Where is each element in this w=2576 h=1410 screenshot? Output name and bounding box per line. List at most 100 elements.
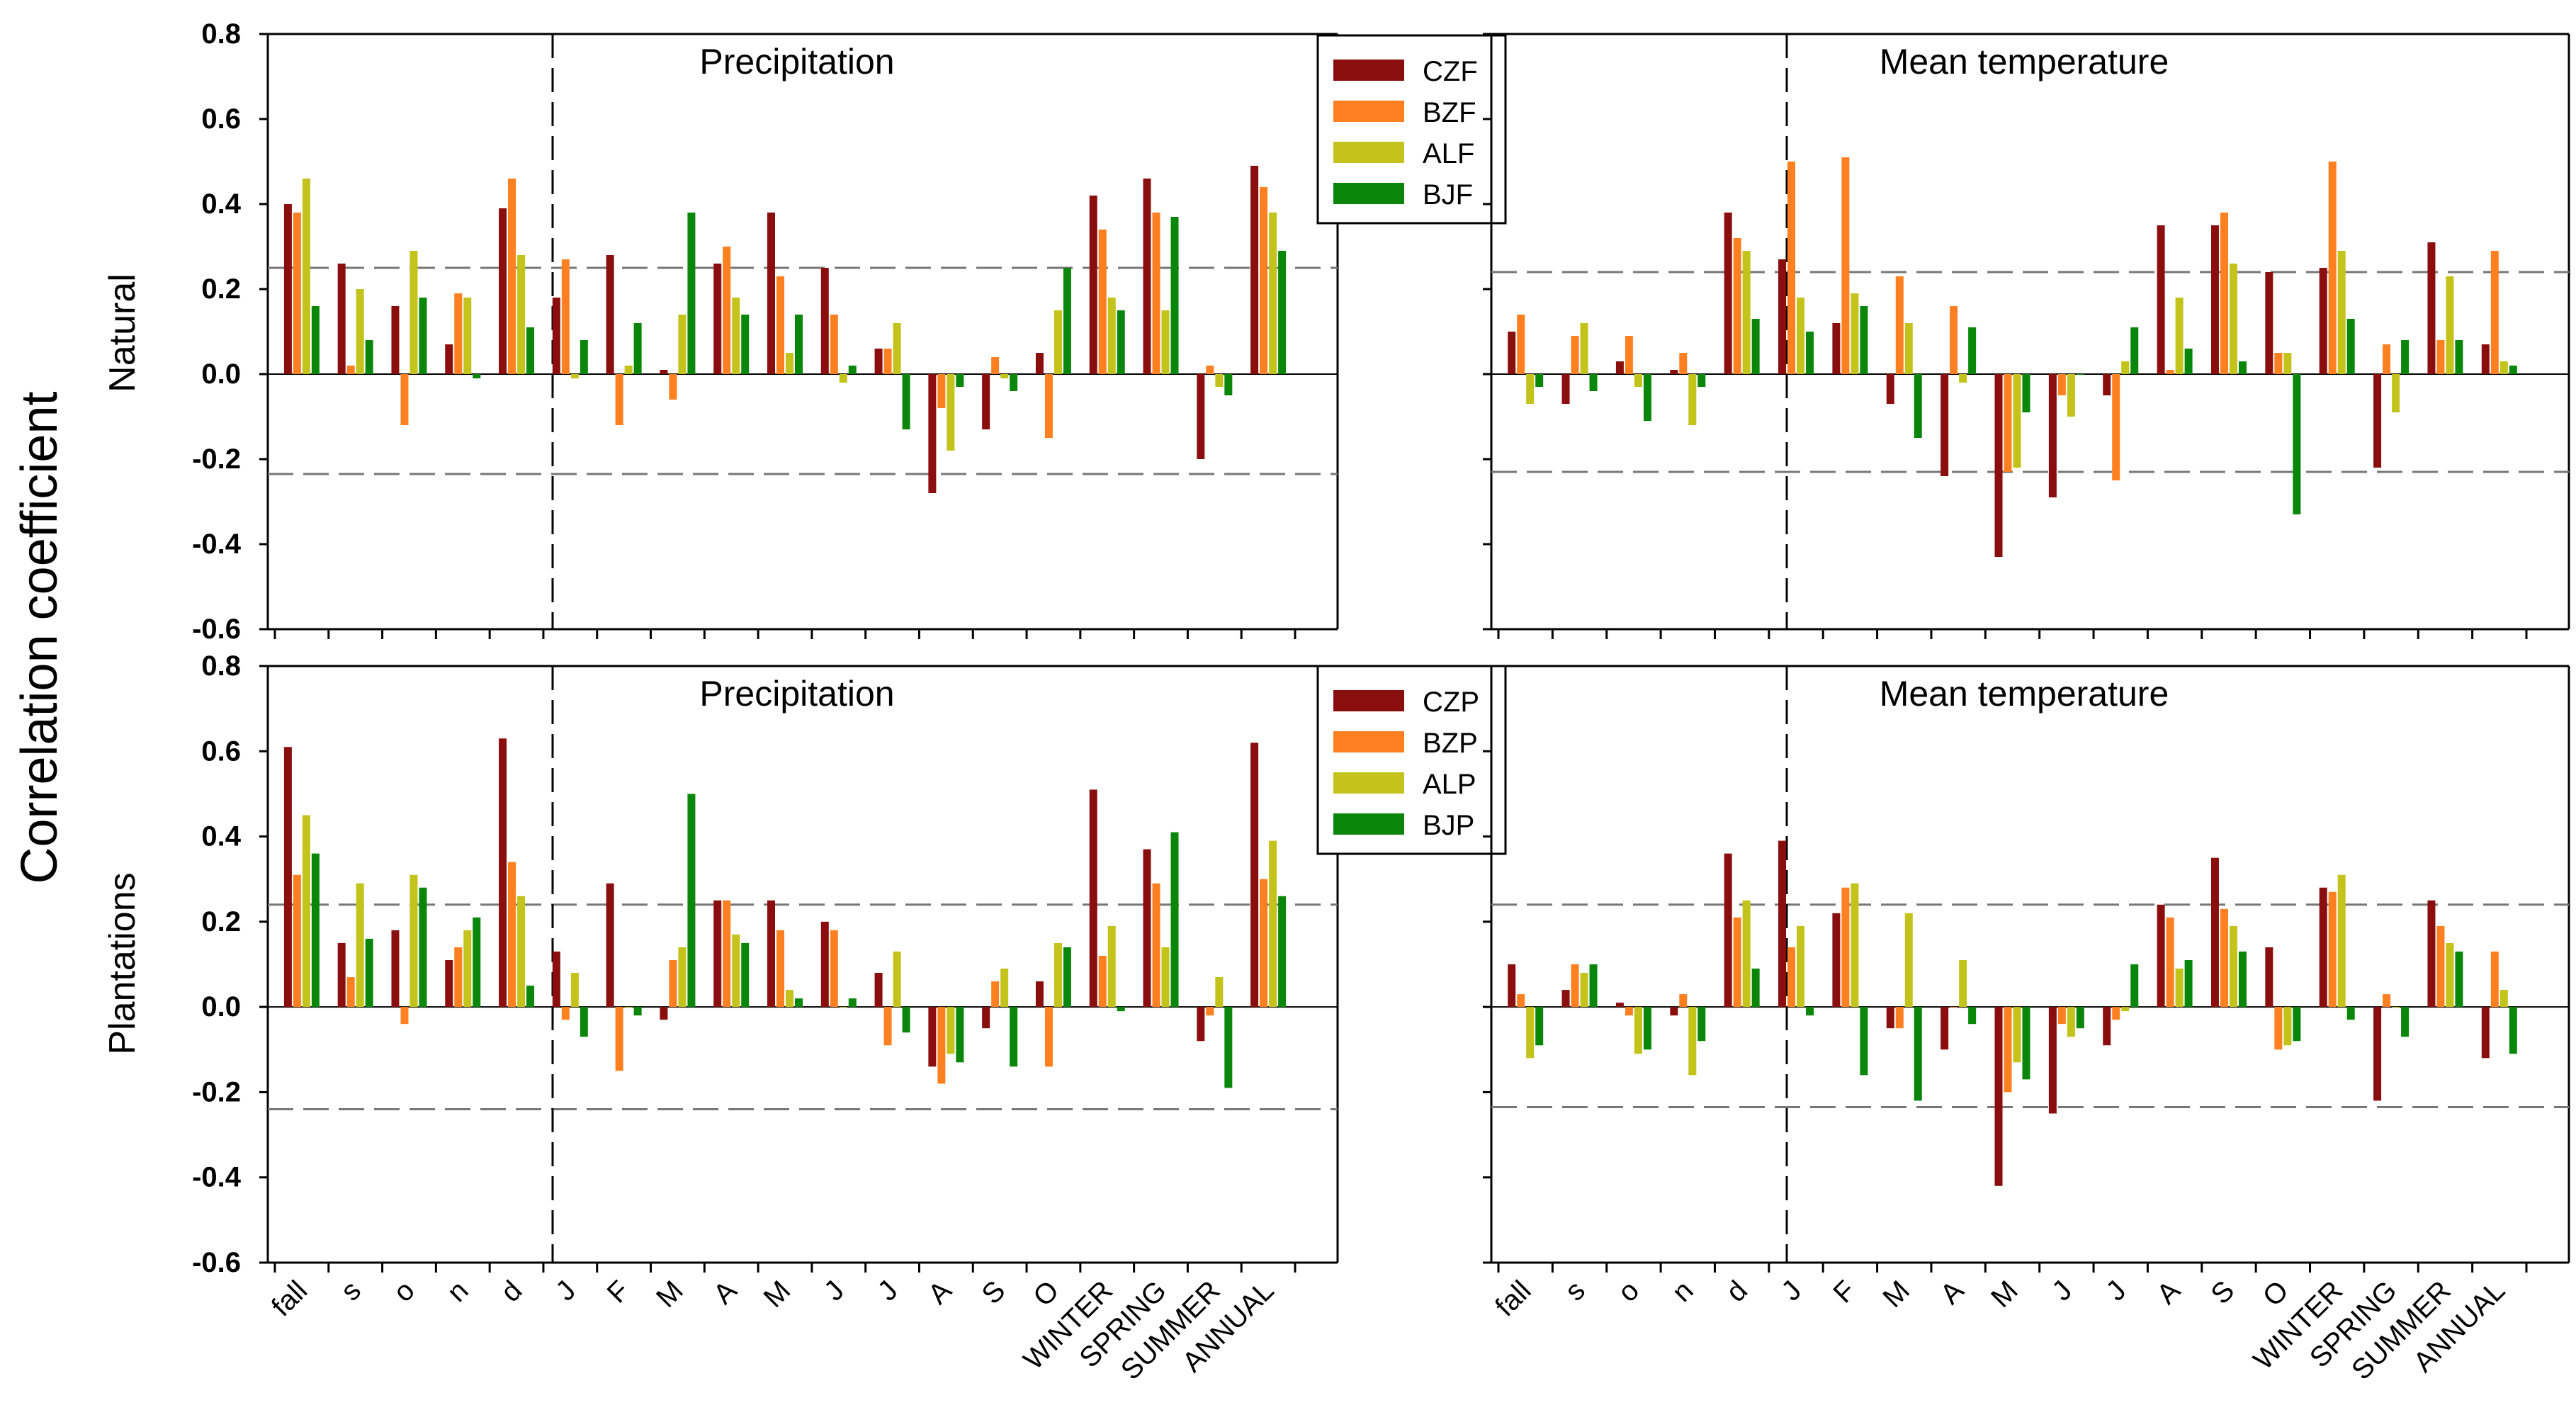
bar-bjf [795,315,803,374]
panel-title: Mean temperature [1880,674,2169,714]
bar-alp [2392,1007,2400,1008]
bar-bjp [2184,959,2193,1008]
bar-bzf [2166,370,2174,374]
bar-bzp [937,1007,946,1084]
bar-bzp [1625,1007,1633,1016]
bar-alp [2337,874,2346,1008]
y-tick-label: 0.2 [201,273,241,305]
bar-bzp [1044,1007,1053,1067]
bar-bjf [473,374,481,378]
bar-alf [2175,298,2184,374]
bar-bjf [311,306,320,374]
bar-czf [1197,374,1205,459]
bar-bzf [830,315,838,374]
bar-bzp [2166,917,2174,1008]
bar-bzp [2328,891,2337,1008]
bar-bjf [1278,251,1287,374]
y-tick-label: 0.0 [201,991,241,1022]
bar-bjf [1589,374,1598,391]
bar-bzp [2383,994,2391,1008]
bar-czf [1832,323,1841,374]
bar-bzf [1260,187,1268,374]
bar-bzf [1787,162,1796,374]
bar-alf [2283,353,2292,374]
bar-bzf [991,357,1000,374]
bar-bjp [1224,1007,1233,1088]
bar-bzp [1679,994,1688,1008]
bar-bzf [1098,230,1107,374]
bar-czf [713,264,722,374]
bar-alf [1959,374,1967,383]
bar-bjp [741,942,750,1008]
bar-alf [2392,374,2400,412]
bar-bzf [1625,336,1633,374]
legend-swatch [1333,772,1404,794]
bar-bzf [1950,306,1958,374]
bar-alp [1959,959,1967,1008]
bar-bzf [1517,315,1525,374]
bar-bjp [1170,832,1179,1008]
bar-czf [1089,196,1097,374]
bar-bzf [2057,374,2066,395]
bar-bjf [2346,319,2355,374]
bar-alp [1742,900,1751,1008]
bar-alp [2229,925,2237,1008]
bar-czp [2265,947,2273,1008]
bar-czp [337,942,346,1008]
bar-bjp [2130,964,2139,1008]
bar-bzf [937,374,946,408]
bar-bjf [1697,374,1706,387]
bar-bjp [365,938,373,1008]
bar-alp [356,883,364,1008]
bar-alf [1742,251,1751,374]
bar-bjp [526,986,535,1008]
bar-alp [893,951,901,1008]
bar-alp [2283,1007,2292,1046]
bar-alf [678,315,687,374]
bar-czp [2481,1007,2490,1059]
bar-czp [445,959,453,1008]
y-tick-label: -0.4 [192,1162,242,1193]
bar-czp [660,1007,668,1020]
legend-swatch [1333,60,1404,81]
bar-czf [606,255,614,374]
bar-alf [409,251,418,374]
y-axis-label: Correlation coefficient [11,391,68,884]
bar-bzf [2274,353,2283,374]
bar-bzp [615,1007,623,1071]
bar-bzp [1098,955,1107,1008]
bar-czf [1035,353,1044,374]
bar-czp [2373,1007,2382,1101]
bar-bjf [741,315,750,374]
bar-bjp [2293,1007,2301,1042]
bar-alp [1000,969,1009,1008]
legend-label: BZF [1423,97,1476,128]
bar-bzp [1787,947,1796,1008]
bar-czp [1941,1007,1949,1050]
bar-bjf [1914,374,1922,438]
bar-alp [1107,925,1116,1008]
bar-alf [2499,361,2508,374]
bar-bzf [508,179,516,374]
bar-czp [391,930,400,1008]
y-tick-label: 0.8 [201,650,241,682]
bar-bjp [902,1007,910,1033]
bar-czf [1886,374,1894,404]
bar-bzp [2274,1007,2283,1050]
bar-bjp [580,1007,588,1037]
bar-alp [463,930,472,1008]
bar-alf [2013,374,2021,468]
bar-bjf [687,213,696,374]
bar-bjf [2509,366,2517,374]
bar-bzf [1152,213,1160,374]
bar-alf [2337,251,2346,374]
bar-alf [839,374,847,383]
bar-bzp [883,1007,892,1046]
bar-bzp [2057,1007,2066,1025]
bar-alp [1634,1007,1642,1054]
bar-bzf [2220,213,2228,374]
legend-swatch [1333,813,1404,835]
bar-bjf [2293,374,2301,514]
bar-bjf [1063,268,1071,374]
bar-bzf [2490,251,2499,374]
